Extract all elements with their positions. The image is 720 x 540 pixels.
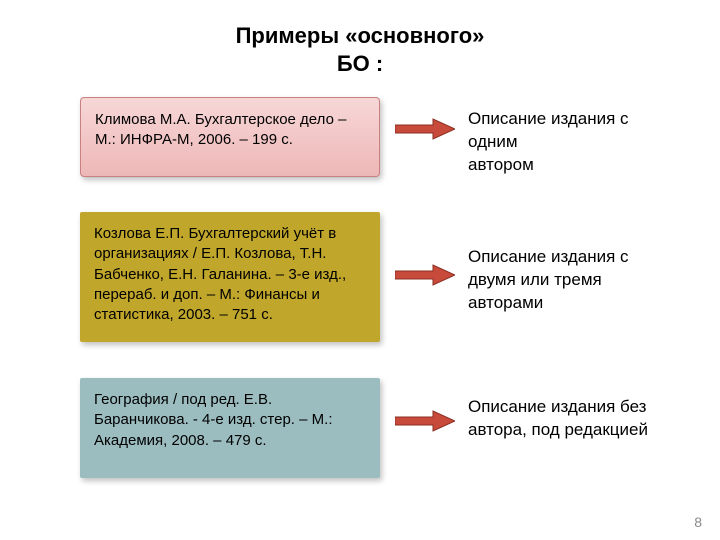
arrow-shape [395, 411, 455, 431]
arrow-icon [395, 118, 455, 140]
citation-box-3: География / под ред. Е.В. Баранчикова. -… [80, 378, 380, 478]
description-2: Описание издания с двумя или тремя автор… [468, 246, 678, 315]
page-number: 8 [694, 514, 702, 530]
arrow-shape [395, 119, 455, 139]
citation-box-1: Климова М.А. Бухгалтерское дело – М.: ИН… [80, 97, 380, 177]
description-1: Описание издания с одним автором [468, 108, 678, 177]
citation-box-2: Козлова Е.П. Бухгалтерский учёт в органи… [80, 212, 380, 342]
slide: Примеры «основного» БО : Климова М.А. Бу… [0, 0, 720, 540]
arrow-shape [395, 265, 455, 285]
arrow-icon [395, 410, 455, 432]
description-3: Описание издания без автора, под редакци… [468, 396, 678, 442]
slide-title: Примеры «основного» БО : [0, 22, 720, 77]
arrow-icon [395, 264, 455, 286]
